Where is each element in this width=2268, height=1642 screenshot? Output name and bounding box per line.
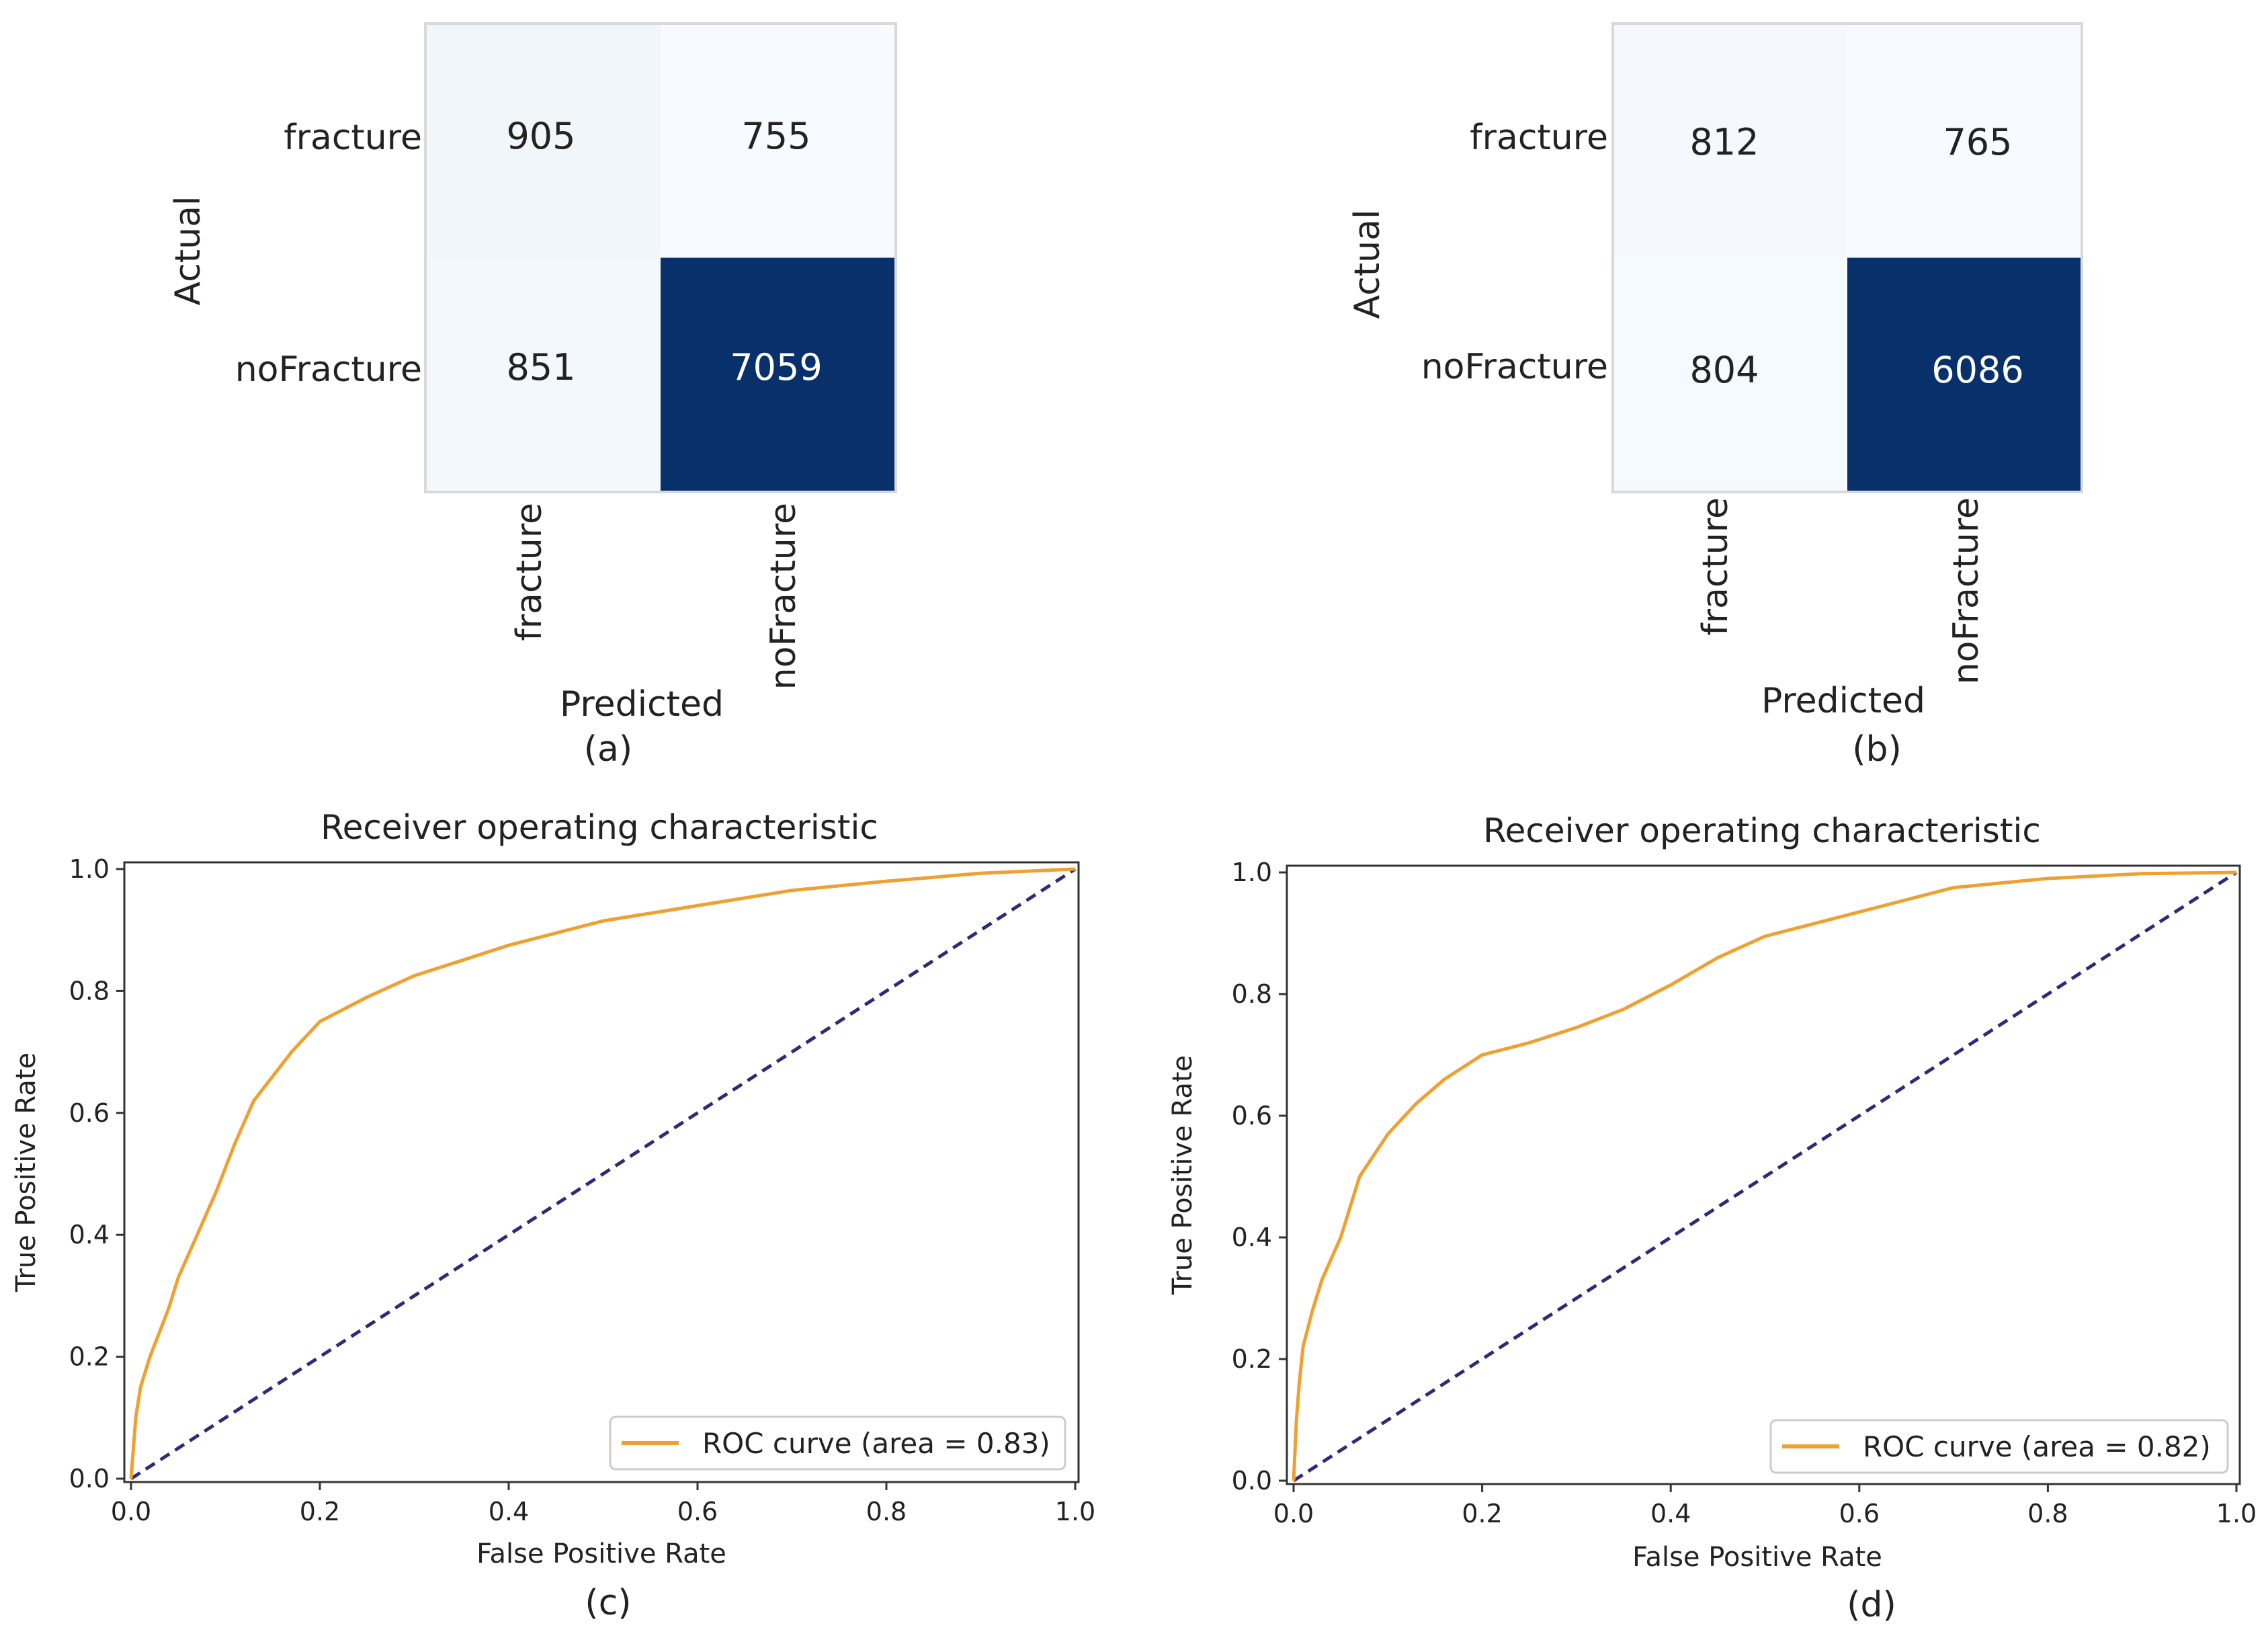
x-tick-label: 0.6 — [1839, 1499, 1880, 1528]
y-tick-label: 1.0 — [69, 854, 110, 884]
cm-cell-1-0 — [1613, 257, 1847, 492]
x-tick-label: 1.0 — [2216, 1499, 2257, 1528]
x-tick-label: 0.2 — [1462, 1499, 1502, 1528]
cm-value-1-0: 851 — [506, 346, 575, 388]
legend-label: ROC curve (area = 0.83) — [702, 1427, 1050, 1460]
y-tick-label: 0.0 — [69, 1464, 110, 1493]
y-tick-label: 0.4 — [69, 1220, 110, 1249]
x-tick-label: 0.4 — [1650, 1499, 1691, 1528]
legend-box — [1769, 1419, 2229, 1474]
y-axis-title: True Positive Rate — [11, 1053, 42, 1292]
plot-frame — [123, 861, 1080, 1483]
x-tick-label: 0.8 — [2027, 1499, 2068, 1528]
roc-chart-d: Receiver operating characteristic 0.0 0.2… — [1167, 811, 2257, 1625]
y-tick-label: 0.2 — [69, 1342, 110, 1372]
chart-title: Receiver operating characteristic — [1483, 811, 2041, 850]
row-label-fracture: fracture — [1470, 118, 1608, 158]
cm-value-1-1: 7059 — [730, 346, 822, 388]
legend-box — [609, 1415, 1066, 1471]
cm-cell-0-0 — [1613, 24, 1847, 258]
col-label-nofracture: noFracture — [763, 503, 804, 690]
confusion-matrix-b: 812 765 804 6086 fracture noFracture fractu… — [1347, 22, 2083, 770]
y-tick-label: 0.8 — [1232, 979, 1272, 1009]
cm-value-0-0: 812 — [1689, 121, 1759, 163]
x-axis-title: Predicted — [560, 684, 724, 725]
x-tick-label: 0.2 — [300, 1497, 340, 1526]
col-label-nofracture: noFracture — [1946, 497, 1986, 684]
chance-diagonal-line — [130, 867, 1077, 1481]
cm-cell-1-0 — [425, 257, 661, 492]
y-tick-label: 0.8 — [69, 976, 110, 1005]
chance-diagonal-line — [1292, 870, 2238, 1483]
legend: ROC curve (area = 0.82) — [1769, 1419, 2229, 1474]
x-tick-label: 0.0 — [1273, 1499, 1314, 1528]
legend: ROC curve (area = 0.83) — [609, 1415, 1066, 1471]
row-label-nofracture: noFracture — [235, 350, 422, 390]
x-axis-title: False Positive Rate — [476, 1538, 726, 1569]
cm-value-1-0: 804 — [1689, 349, 1759, 391]
caption-b: (b) — [1852, 729, 1902, 770]
y-tick-label: 0.6 — [69, 1098, 110, 1128]
cm-cell-0-1 — [661, 24, 896, 258]
x-axis-title: Predicted — [1761, 681, 1925, 721]
x-tick-label: 1.0 — [1055, 1497, 1095, 1526]
y-tick-label: 1.0 — [1232, 858, 1272, 887]
y-axis-title: True Positive Rate — [1167, 1055, 1198, 1295]
cm-value-0-0: 905 — [506, 115, 575, 157]
col-label-fracture: fracture — [1695, 497, 1736, 636]
row-label-nofracture: noFracture — [1421, 347, 1608, 387]
y-axis-title: Actual — [168, 196, 208, 306]
chart-title: Receiver operating characteristic — [321, 808, 878, 847]
x-tick-label: 0.4 — [489, 1497, 529, 1526]
caption-d: (d) — [1847, 1585, 1896, 1625]
cm-value-1-1: 6086 — [1931, 349, 2023, 391]
confusion-matrix-a: 905 755 851 7059 fracture noFracture fractu… — [168, 22, 897, 770]
roc-curve-line — [1292, 870, 2237, 1481]
x-tick-label: 0.8 — [866, 1497, 907, 1526]
cm-cell-0-0 — [425, 24, 661, 258]
col-label-fracture: fracture — [509, 503, 550, 641]
y-axis-title: Actual — [1347, 210, 1388, 319]
caption-c: (c) — [585, 1583, 631, 1623]
plot-frame — [1286, 864, 2241, 1485]
caption-a: (a) — [584, 729, 632, 770]
cm-value-0-1: 765 — [1943, 121, 2012, 163]
x-axis-title: False Positive Rate — [1632, 1542, 1882, 1573]
cm-cell-0-1 — [1847, 24, 2082, 258]
cm-cell-1-1 — [661, 257, 896, 492]
y-tick-label: 0.2 — [1232, 1344, 1272, 1374]
roc-curve-line — [129, 867, 1076, 1479]
legend-label: ROC curve (area = 0.82) — [1863, 1430, 2211, 1463]
x-tick-label: 0.0 — [111, 1497, 151, 1526]
cm-cell-1-1 — [1847, 257, 2082, 492]
matrix-border — [1611, 22, 2083, 493]
cm-value-0-1: 755 — [741, 115, 810, 157]
x-tick-label: 0.6 — [677, 1497, 718, 1526]
y-tick-label: 0.6 — [1232, 1101, 1272, 1131]
y-tick-label: 0.0 — [1232, 1466, 1272, 1495]
roc-chart-c: Receiver operating characteristic 0.0 0.2… — [11, 808, 1095, 1623]
y-tick-label: 0.4 — [1232, 1223, 1272, 1252]
matrix-border — [424, 22, 897, 493]
row-label-fracture: fracture — [284, 118, 422, 158]
